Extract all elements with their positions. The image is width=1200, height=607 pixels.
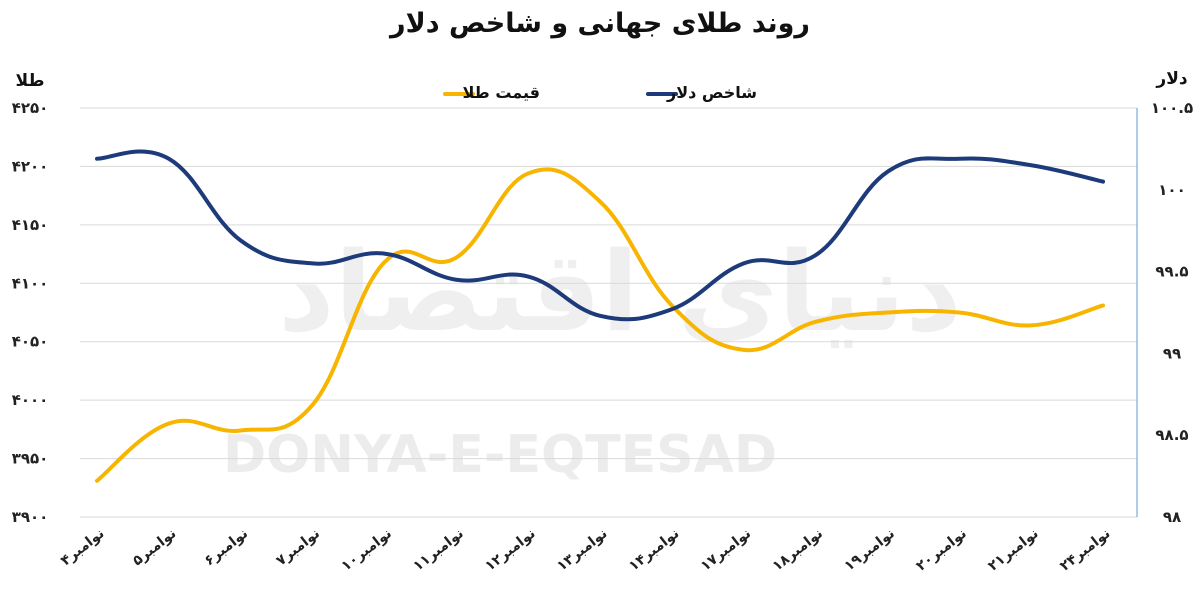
watermark-latin: DONYA-E-EQTESAD xyxy=(223,425,777,485)
left-tick-label: ۴۲۰۰ xyxy=(12,157,49,175)
right-tick-label: ۹۸.۵ xyxy=(1155,426,1188,444)
x-tick-label: ۱۴نوامبر xyxy=(626,526,682,575)
right-tick-label: ۱۰۰.۵ xyxy=(1151,99,1193,117)
chart-title: روند طلای جهانی و شاخص دلار xyxy=(390,8,810,39)
left-tick-label: ۴۲۵۰ xyxy=(12,99,49,117)
x-tick-label: ۱۳نوامبر xyxy=(554,526,610,575)
left-tick-label: ۴۰۰۰ xyxy=(12,391,49,409)
x-tick-label: ۲۱نوامبر xyxy=(985,526,1041,575)
x-tick-label: ۵نوامبر xyxy=(130,526,180,570)
left-tick-label: ۴۱۵۰ xyxy=(12,216,49,234)
legend-label: شاخص دلار xyxy=(666,83,757,102)
series-line-left xyxy=(95,167,1105,483)
x-tick-label: ۴نوامبر xyxy=(58,526,108,570)
x-tick-label: ۱۷نوامبر xyxy=(698,526,754,575)
right-tick-label: ۹۹.۵ xyxy=(1155,263,1188,281)
x-tick-label: ۲۴نوامبر xyxy=(1057,526,1113,575)
x-tick-label: ۷نوامبر xyxy=(273,526,323,570)
right-tick-label: ۹۸ xyxy=(1163,508,1181,526)
left-axis-title: طلا xyxy=(16,71,45,91)
left-tick-label: ۳۹۰۰ xyxy=(12,508,49,526)
x-tick-label: ۱۲نوامبر xyxy=(482,526,538,575)
right-axis-title: دلار xyxy=(1155,69,1187,89)
right-tick-label: ۹۹ xyxy=(1163,344,1181,362)
left-tick-label: ۳۹۵۰ xyxy=(12,450,49,468)
x-tick-label: ۱۱نوامبر xyxy=(410,526,466,575)
x-tick-label: ۶نوامبر xyxy=(202,526,252,570)
left-tick-label: ۴۱۰۰ xyxy=(12,274,49,292)
x-tick-label: ۲۰نوامبر xyxy=(913,526,969,575)
right-tick-label: ۱۰۰ xyxy=(1158,181,1185,199)
x-tick-label: ۱۰نوامبر xyxy=(339,526,395,575)
x-tick-label: ۱۹نوامبر xyxy=(842,526,898,575)
legend-label: قیمت طلا xyxy=(463,83,540,102)
x-tick-label: ۱۸نوامبر xyxy=(770,526,826,575)
left-tick-label: ۴۰۵۰ xyxy=(12,333,49,351)
watermark-persian: دنیای اقتصاد xyxy=(278,228,962,356)
